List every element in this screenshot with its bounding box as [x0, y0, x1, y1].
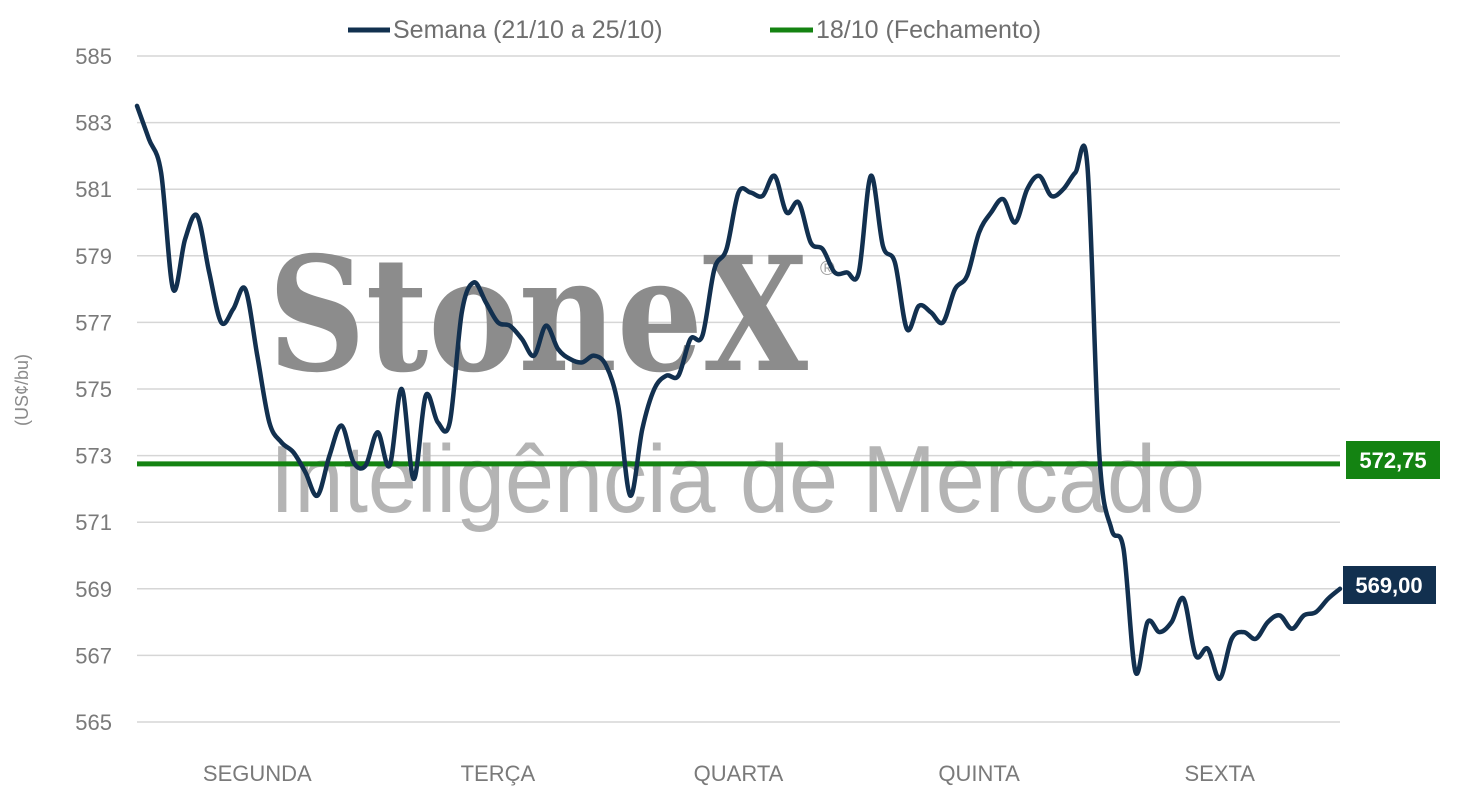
- y-tick-label: 581: [75, 177, 112, 202]
- y-tick-label: 569: [75, 577, 112, 602]
- legend-fechamento-label: 18/10 (Fechamento): [816, 16, 1041, 44]
- y-tick-label: 583: [75, 111, 112, 136]
- fechamento-tag-label: 572,75: [1359, 448, 1426, 473]
- y-tick-label: 565: [75, 710, 112, 735]
- x-category-label: SEXTA: [1184, 761, 1255, 786]
- y-tick-label: 573: [75, 444, 112, 469]
- fechamento-value-tag: 572,75: [1346, 441, 1440, 479]
- y-tick-label: 579: [75, 244, 112, 269]
- watermark-brand: StoneX: [268, 223, 808, 408]
- x-category-label: SEGUNDA: [203, 761, 312, 786]
- y-tick-label: 577: [75, 310, 112, 335]
- y-tick-label: 585: [75, 44, 112, 69]
- x-axis-categories: SEGUNDA TERÇA QUARTA QUINTA SEXTA: [203, 761, 1255, 786]
- legend-semana-label: Semana (21/10 a 25/10): [393, 16, 663, 44]
- semana-tag-label: 569,00: [1355, 573, 1422, 598]
- y-axis-ticks: 565 567 569 571 573 575 577 579 581 583 585: [75, 44, 112, 735]
- series-semana-line: [134, 103, 1343, 681]
- y-axis-label: (US¢/bu): [12, 354, 32, 426]
- semana-value-tag: 569,00: [1343, 566, 1436, 604]
- x-category-label: QUARTA: [694, 761, 784, 786]
- x-category-label: QUINTA: [938, 761, 1020, 786]
- y-tick-label: 575: [75, 377, 112, 402]
- y-tick-label: 567: [75, 643, 112, 668]
- fechamento-tag-box: [1346, 441, 1440, 479]
- watermark-tagline: Inteligência de Mercado: [270, 426, 1205, 533]
- stonex-watermark: StoneX ® Inteligência de Mercado: [268, 223, 1205, 533]
- y-tick-label: 571: [75, 510, 112, 535]
- semana-tag-box: [1343, 566, 1436, 604]
- legend: Semana (21/10 a 25/10) 18/10 (Fechamento…: [348, 16, 1041, 44]
- x-category-label: TERÇA: [461, 761, 536, 786]
